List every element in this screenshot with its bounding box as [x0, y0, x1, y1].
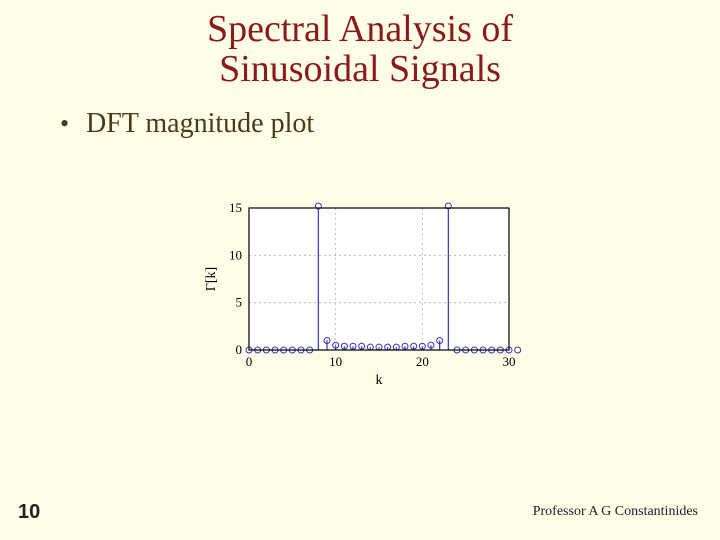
- bullet-dot: •: [60, 109, 86, 139]
- footer-author: Professor A G Constantinides: [533, 504, 698, 520]
- title-line-1: Spectral Analysis of: [207, 8, 513, 50]
- svg-text:15: 15: [229, 200, 242, 215]
- svg-text:30: 30: [503, 354, 516, 369]
- dft-stem-chart: 0 10 20 30 0 5 10 15 k Γ[k]: [195, 198, 525, 393]
- svg-text:20: 20: [416, 354, 429, 369]
- title-line-2: Sinusoidal Signals: [219, 48, 501, 90]
- slide-title: Spectral Analysis of Sinusoidal Signals: [0, 0, 720, 90]
- svg-text:0: 0: [236, 342, 243, 357]
- svg-text:k: k: [376, 373, 383, 388]
- page-number: 10: [18, 501, 40, 524]
- svg-text:5: 5: [236, 295, 243, 310]
- bullet-text: DFT magnitude plot: [86, 108, 314, 140]
- svg-text:Γ[k]: Γ[k]: [204, 267, 219, 291]
- svg-text:10: 10: [229, 247, 242, 262]
- bullet-item: • DFT magnitude plot: [60, 108, 720, 140]
- svg-text:10: 10: [329, 354, 342, 369]
- svg-text:0: 0: [246, 354, 253, 369]
